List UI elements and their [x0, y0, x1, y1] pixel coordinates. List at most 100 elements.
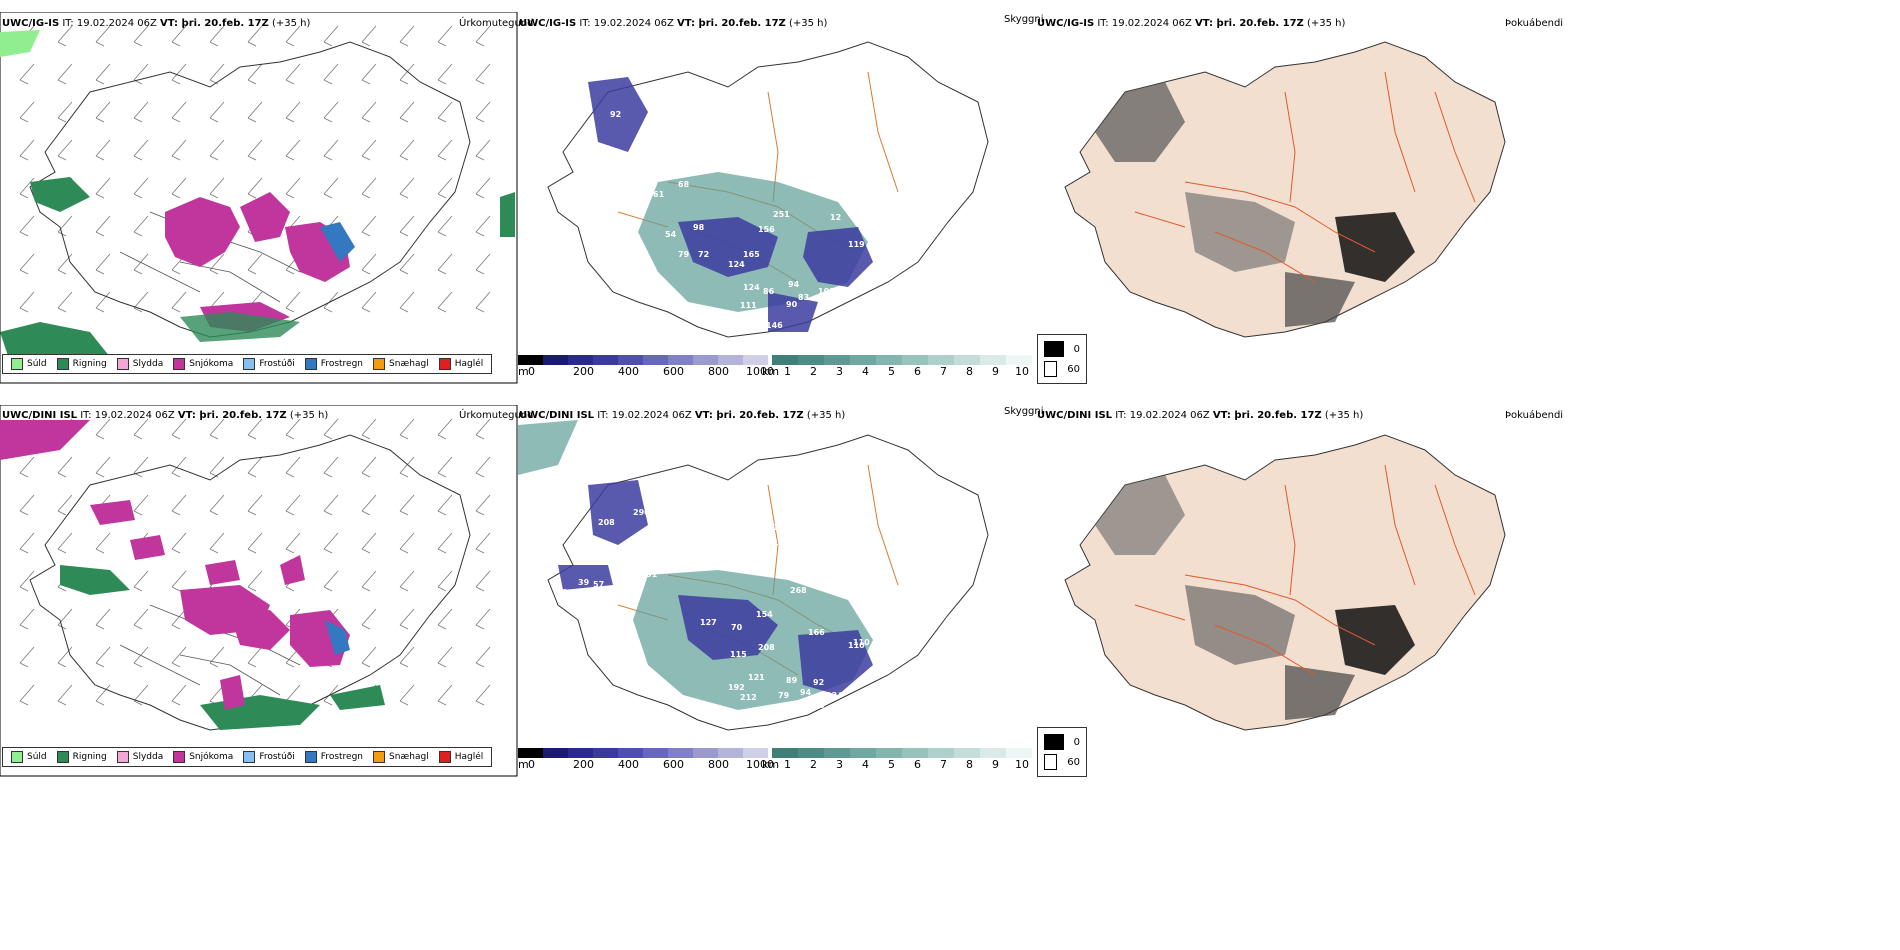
- panel-header-row1-fog: UWC/IG-IS IT: 19.02.2024 06Z VT: þri. 20…: [1037, 18, 1346, 29]
- vis-labels-row2: 146 208 290 136 457 249 39 57 46 127 70 …: [538, 493, 870, 719]
- wind-barb: [247, 418, 263, 440]
- wind-barb: [475, 456, 491, 478]
- svg-text:208: 208: [598, 518, 615, 527]
- wind-barb: [475, 494, 491, 516]
- wind-barb: [475, 532, 491, 554]
- legend-item: Rigning: [56, 358, 107, 370]
- panel-title-fog-row2: Þokuábendi: [1505, 410, 1564, 421]
- wind-barb: [437, 25, 453, 47]
- svg-text:94: 94: [800, 688, 812, 697]
- visibility-scale-m-row2: m 0 200 400 600 800 1000: [518, 748, 774, 778]
- scale-tick: 6: [914, 365, 921, 378]
- svg-text:86: 86: [763, 287, 775, 296]
- wind-barb: [95, 101, 111, 123]
- vis-low-area: [803, 227, 873, 287]
- wind-barb: [133, 418, 149, 440]
- wind-barb: [19, 646, 35, 668]
- wind-barb: [361, 63, 377, 85]
- svg-text:61: 61: [653, 190, 665, 199]
- wind-barb: [19, 570, 35, 592]
- scale-m-bar: [518, 355, 768, 365]
- wind-barb: [19, 494, 35, 516]
- fog-panel-row2: 0 60: [1035, 405, 1555, 777]
- wind-barb: [209, 63, 225, 85]
- svg-text:68: 68: [678, 180, 690, 189]
- precip-type-panel-row1: Súld Rigning Slydda Snjókoma Frostúði Fr…: [0, 12, 518, 384]
- wind-barb: [437, 532, 453, 554]
- scale-tick: 400: [618, 365, 639, 378]
- wind-barb: [247, 532, 263, 554]
- wind-barb: [209, 139, 225, 161]
- legend-item: Súld: [11, 751, 47, 763]
- wind-barb: [361, 101, 377, 123]
- svg-text:136: 136: [538, 538, 555, 547]
- legend-item: Súld: [11, 358, 47, 370]
- wind-barb: [95, 646, 111, 668]
- wind-barb: [323, 494, 339, 516]
- svg-text:70: 70: [731, 623, 743, 632]
- wind-barb: [475, 177, 491, 199]
- svg-text:52: 52: [613, 191, 624, 200]
- wind-barb: [209, 418, 225, 440]
- fog-map-row2: [1064, 434, 1506, 731]
- svg-text:86: 86: [566, 321, 578, 330]
- wind-barb: [247, 494, 263, 516]
- wind-barb: [361, 215, 377, 237]
- legend-item: Snæhagl: [373, 358, 429, 370]
- svg-text:165: 165: [743, 250, 760, 259]
- wind-barb: [133, 139, 149, 161]
- wind-barb: [57, 646, 73, 668]
- svg-text:110: 110: [853, 638, 870, 647]
- rain-area: [180, 312, 300, 342]
- wind-barb: [95, 253, 111, 275]
- wind-barb: [399, 608, 415, 630]
- wind-barb: [95, 532, 111, 554]
- visibility-scale-m-row1: m 0 200 400 600 800 1000: [518, 355, 774, 385]
- wind-barb: [361, 139, 377, 161]
- precip-legend-row2: Súld Rigning Slydda Snjókoma Frostúði Fr…: [2, 747, 493, 767]
- fog-panel-row1: 0 60: [1035, 12, 1555, 384]
- snow-area: [240, 192, 290, 242]
- legend-item: Frostregn: [304, 358, 363, 370]
- legend-item: Frostregn: [304, 751, 363, 763]
- svg-text:134: 134: [826, 691, 843, 700]
- legend-item: Snæhagl: [373, 751, 429, 763]
- scale-tick: 10: [1015, 365, 1029, 378]
- precip-map-row1: [0, 12, 518, 384]
- svg-text:113: 113: [773, 538, 790, 547]
- wind-barb: [95, 456, 111, 478]
- wind-barb: [209, 532, 225, 554]
- svg-text:208: 208: [758, 643, 775, 652]
- wind-barb: [57, 291, 73, 313]
- wind-barb: [247, 253, 263, 275]
- scale-tick: 200: [573, 365, 594, 378]
- wind-barb: [323, 532, 339, 554]
- panel-header-row1: UWC/IG-IS IT: 19.02.2024 06Z VT: þri. 20…: [2, 18, 311, 29]
- wind-barb: [285, 532, 301, 554]
- scale-tick: 800: [708, 365, 729, 378]
- svg-text:166: 166: [808, 628, 825, 637]
- iceland-outline: [29, 41, 471, 338]
- svg-text:96: 96: [648, 100, 660, 109]
- legend-item: Slydda: [116, 358, 163, 370]
- wind-barb: [475, 139, 491, 161]
- wind-barb: [171, 418, 187, 440]
- wind-barb: [57, 456, 73, 478]
- rain-area: [500, 192, 515, 237]
- wind-barb: [475, 418, 491, 440]
- svg-text:118: 118: [773, 523, 790, 532]
- scale-tick: 5: [888, 365, 895, 378]
- panel-title-vis-row1: Skyggni: [1004, 14, 1044, 25]
- svg-text:212: 212: [740, 693, 757, 702]
- wind-barb: [399, 532, 415, 554]
- wind-barb: [95, 215, 111, 237]
- visibility-scale-km-row2: km 1 2 3 4 5 6 7 8 9 10: [762, 748, 1034, 778]
- scale-km-bar: [772, 355, 1032, 365]
- panel-header-row2-fog: UWC/DINI ISL IT: 19.02.2024 06Z VT: þri.…: [1037, 410, 1364, 421]
- wind-barb: [361, 456, 377, 478]
- wind-barb: [437, 177, 453, 199]
- legend-item: Snjókoma: [173, 358, 233, 370]
- wind-barb: [361, 25, 377, 47]
- legend-swatch: [11, 358, 23, 370]
- wind-barb: [323, 684, 339, 706]
